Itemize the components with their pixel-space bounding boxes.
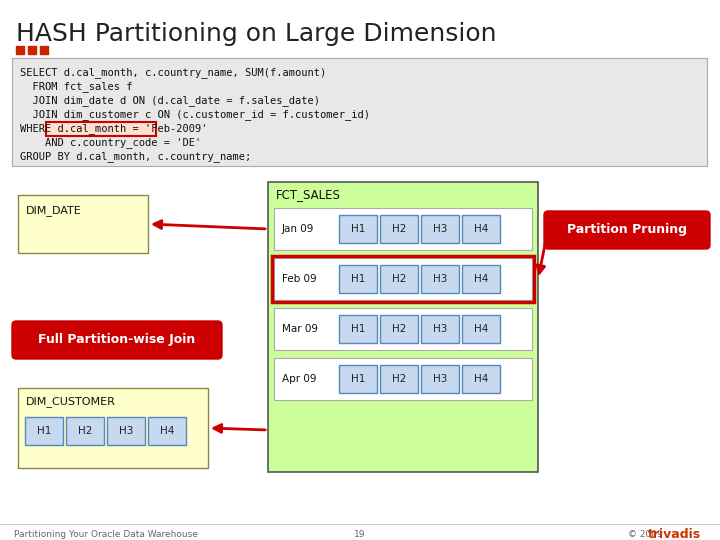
Text: DIM_CUSTOMER: DIM_CUSTOMER [26,396,116,407]
FancyBboxPatch shape [339,265,377,293]
FancyBboxPatch shape [544,211,710,249]
Text: H1: H1 [351,324,365,334]
Text: H3: H3 [433,274,447,284]
Text: H3: H3 [433,374,447,384]
Text: H2: H2 [78,426,92,436]
Text: H3: H3 [433,324,447,334]
Text: H1: H1 [351,374,365,384]
FancyBboxPatch shape [421,365,459,393]
Text: Jan 09: Jan 09 [282,224,315,234]
Text: H2: H2 [392,274,406,284]
FancyBboxPatch shape [380,365,418,393]
FancyBboxPatch shape [339,365,377,393]
Text: GROUP BY d.cal_month, c.country_name;: GROUP BY d.cal_month, c.country_name; [20,151,251,162]
Text: H4: H4 [474,324,488,334]
Text: FROM fct_sales f: FROM fct_sales f [20,81,132,92]
Text: H4: H4 [474,274,488,284]
Text: H2: H2 [392,224,406,234]
FancyBboxPatch shape [107,417,145,445]
Text: HASH Partitioning on Large Dimension: HASH Partitioning on Large Dimension [16,22,497,46]
FancyBboxPatch shape [274,208,532,250]
Text: Partitioning Your Oracle Data Warehouse: Partitioning Your Oracle Data Warehouse [14,530,198,539]
FancyBboxPatch shape [148,417,186,445]
Text: Feb 09: Feb 09 [282,274,317,284]
Text: H2: H2 [392,374,406,384]
Text: H2: H2 [392,324,406,334]
Text: H1: H1 [351,224,365,234]
FancyBboxPatch shape [46,122,156,136]
FancyBboxPatch shape [28,46,36,54]
FancyBboxPatch shape [380,315,418,343]
FancyBboxPatch shape [380,215,418,243]
FancyBboxPatch shape [462,215,500,243]
FancyBboxPatch shape [18,195,148,253]
FancyBboxPatch shape [421,265,459,293]
Text: Apr 09: Apr 09 [282,374,317,384]
Text: Mar 09: Mar 09 [282,324,318,334]
Text: JOIN dim_date d ON (d.cal_date = f.sales_date): JOIN dim_date d ON (d.cal_date = f.sales… [20,95,320,106]
Text: Full Partition-wise Join: Full Partition-wise Join [38,334,196,347]
FancyBboxPatch shape [421,315,459,343]
FancyBboxPatch shape [462,365,500,393]
FancyBboxPatch shape [66,417,104,445]
FancyBboxPatch shape [421,215,459,243]
FancyBboxPatch shape [274,358,532,400]
FancyBboxPatch shape [12,321,222,359]
Text: DIM_DATE: DIM_DATE [26,205,82,216]
FancyBboxPatch shape [339,315,377,343]
FancyBboxPatch shape [40,46,48,54]
Text: H1: H1 [351,274,365,284]
FancyBboxPatch shape [16,46,24,54]
Text: H3: H3 [119,426,133,436]
FancyBboxPatch shape [12,58,707,166]
FancyBboxPatch shape [380,265,418,293]
Text: trivadis: trivadis [648,528,701,540]
Text: H4: H4 [474,374,488,384]
Text: H4: H4 [160,426,174,436]
Text: Partition Pruning: Partition Pruning [567,224,687,237]
Text: JOIN dim_customer c ON (c.customer_id = f.customer_id): JOIN dim_customer c ON (c.customer_id = … [20,109,370,120]
Text: H1: H1 [37,426,51,436]
Text: H4: H4 [474,224,488,234]
FancyBboxPatch shape [274,258,532,300]
FancyBboxPatch shape [462,315,500,343]
Text: H3: H3 [433,224,447,234]
FancyBboxPatch shape [25,417,63,445]
Text: © 2009: © 2009 [628,530,662,539]
Text: AND c.country_code = 'DE': AND c.country_code = 'DE' [20,137,202,148]
Text: FCT_SALES: FCT_SALES [276,188,341,201]
FancyBboxPatch shape [274,308,532,350]
FancyBboxPatch shape [268,182,538,472]
FancyBboxPatch shape [339,215,377,243]
FancyBboxPatch shape [462,265,500,293]
Text: 19: 19 [354,530,366,539]
Text: SELECT d.cal_month, c.country_name, SUM(f.amount): SELECT d.cal_month, c.country_name, SUM(… [20,67,326,78]
Text: WHERE d.cal_month = 'Feb-2009': WHERE d.cal_month = 'Feb-2009' [20,123,207,134]
FancyBboxPatch shape [18,388,208,468]
